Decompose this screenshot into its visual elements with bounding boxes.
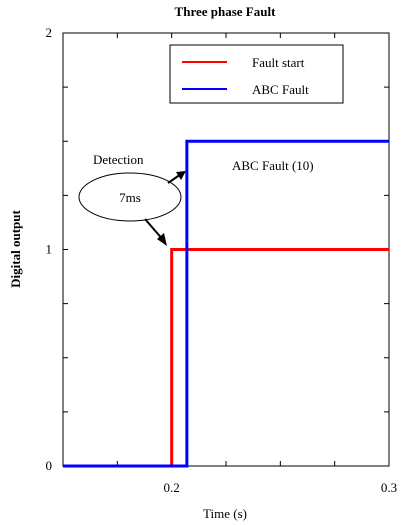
legend: Fault start ABC Fault bbox=[169, 44, 344, 104]
chart-title: Three phase Fault bbox=[175, 4, 277, 19]
arrowhead-abc-fault bbox=[176, 171, 186, 180]
x-tick-label: 0.2 bbox=[164, 480, 180, 495]
delay-ellipse bbox=[78, 172, 182, 222]
delay-label: 7ms bbox=[119, 190, 141, 205]
arrowhead-fault-start bbox=[157, 233, 167, 246]
annotations: Detection 7ms ABC Fault (10) bbox=[78, 152, 314, 246]
y-tick-label: 0 bbox=[46, 458, 53, 473]
y-axis-label: Digital output bbox=[8, 210, 23, 288]
fault-id-label: ABC Fault (10) bbox=[232, 158, 314, 173]
y-tick-label: 1 bbox=[46, 242, 53, 257]
x-tick-label: 0.3 bbox=[381, 480, 397, 495]
legend-box bbox=[169, 44, 344, 104]
legend-label-abc-fault: ABC Fault bbox=[252, 82, 309, 97]
series-line-1 bbox=[63, 139, 389, 468]
tick-labels: 0.2 0.3 0 1 2 bbox=[46, 25, 398, 495]
x-axis-label: Time (s) bbox=[203, 506, 247, 521]
series-layer bbox=[63, 139, 389, 468]
detection-label: Detection bbox=[93, 152, 144, 167]
series-line-0 bbox=[63, 248, 389, 468]
y-tick-label: 2 bbox=[46, 25, 53, 40]
legend-label-fault-start: Fault start bbox=[252, 55, 305, 70]
